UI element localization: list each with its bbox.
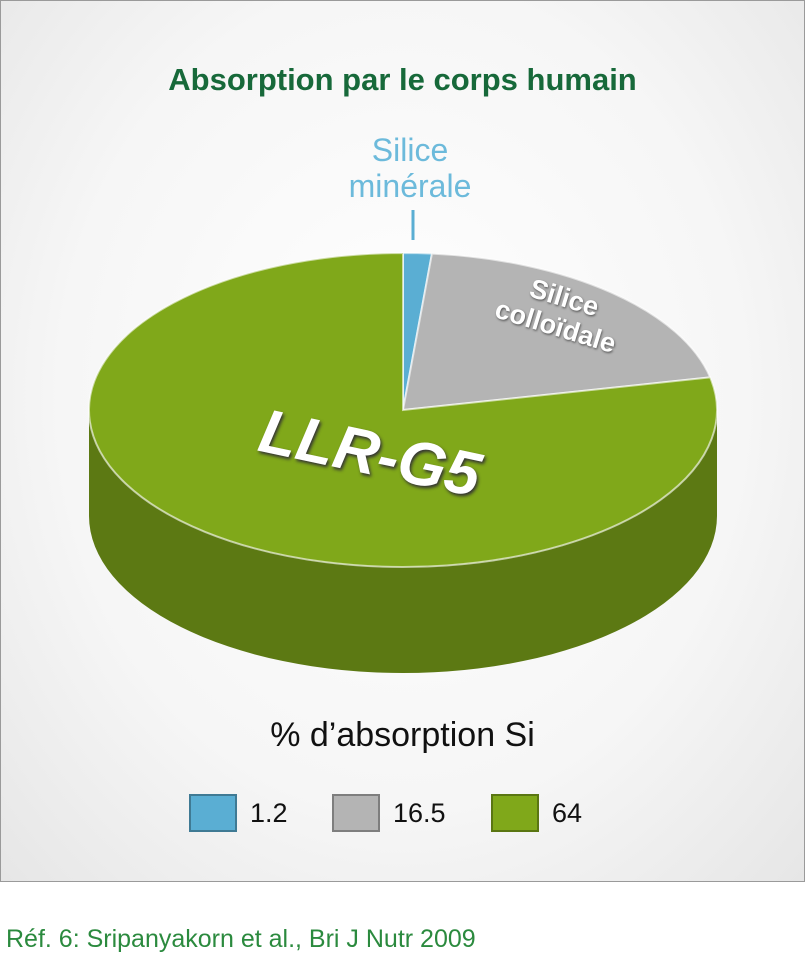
source-note: Réf. 6: Sripanyakorn et al., Bri J Nutr … bbox=[6, 925, 476, 953]
legend-label: 1.2 bbox=[250, 798, 288, 828]
chart-label: % d’absorption Si bbox=[270, 716, 535, 754]
chart-title: Absorption par le corps humain bbox=[168, 62, 637, 97]
slice bbox=[88, 251, 718, 568]
legend-label: 64 bbox=[552, 798, 583, 828]
slice-label: Silice minérale bbox=[348, 132, 472, 204]
legend-label: 16.5 bbox=[393, 798, 446, 828]
slice-side bbox=[89, 410, 717, 673]
slice bbox=[401, 252, 712, 412]
legend-swatch bbox=[332, 794, 380, 832]
legend-swatch bbox=[189, 794, 237, 832]
chart bbox=[88, 210, 718, 832]
legend-swatch bbox=[491, 794, 539, 832]
